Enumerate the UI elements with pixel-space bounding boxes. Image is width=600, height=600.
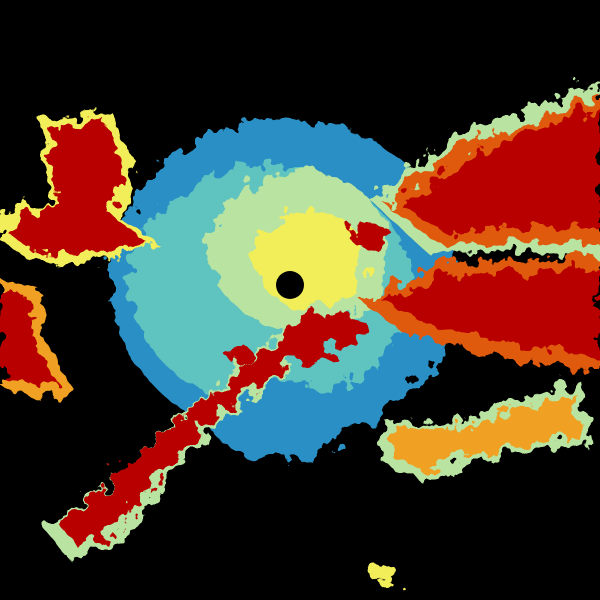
east-band-core xyxy=(380,270,600,355)
west-cell-core xyxy=(0,290,55,385)
precipitation-echoes xyxy=(0,80,600,585)
radar-site-center xyxy=(276,271,304,299)
ne-band-core xyxy=(400,105,600,235)
nw-arm-core xyxy=(5,120,145,255)
center-cell-2 xyxy=(270,338,330,362)
center-cell-4 xyxy=(228,345,252,365)
center-cell-1 xyxy=(290,314,370,346)
sw-band-core xyxy=(60,310,335,545)
far-south-cell xyxy=(371,565,399,585)
central-echo-core xyxy=(255,210,365,310)
center-cell-3 xyxy=(350,221,390,249)
se-cell-core xyxy=(390,392,580,470)
